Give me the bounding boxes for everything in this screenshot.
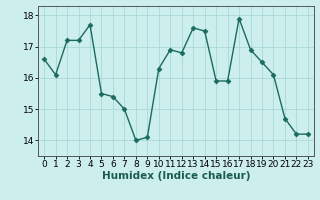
X-axis label: Humidex (Indice chaleur): Humidex (Indice chaleur) xyxy=(102,171,250,181)
